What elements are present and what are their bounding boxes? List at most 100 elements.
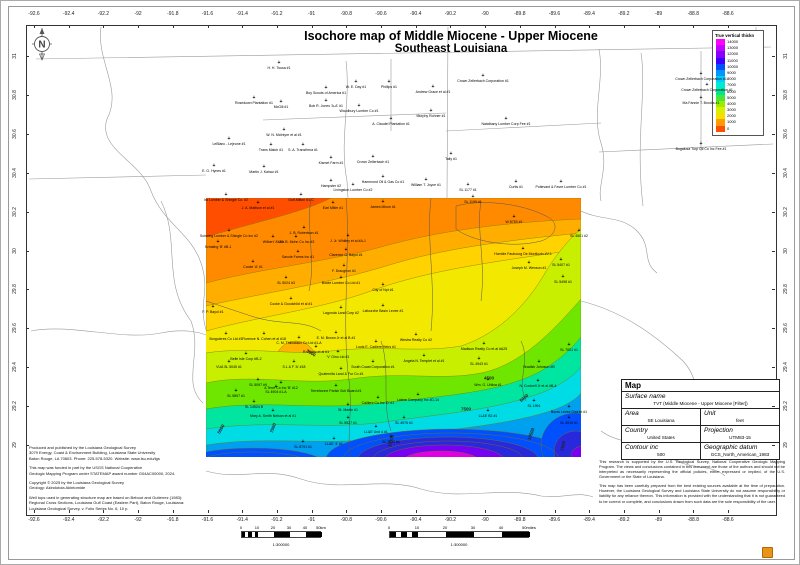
legend-swatch <box>716 82 725 89</box>
axis-label-left: 29.8 <box>12 284 18 295</box>
legend-swatch <box>716 57 725 64</box>
legend-entry: 14000 <box>716 39 763 46</box>
axis-label-top: -91.2 <box>271 11 283 17</box>
axis-label-top: -91.6 <box>201 11 214 17</box>
scale-tick-label: 50miles <box>522 525 536 530</box>
disclaimer-research: This research is supported by the U.S. G… <box>599 459 785 480</box>
legend-value: 6000 <box>727 88 736 94</box>
scale-tick-label: 40 <box>302 525 308 530</box>
credits-copyright: Copyright © 2025 by the Louisiana Geolog… <box>29 479 125 491</box>
legend-entry: 3000 <box>716 107 763 114</box>
scale-bar-block <box>502 532 530 537</box>
contour-inc-label: Contour inc <box>625 444 659 451</box>
credits-funding: This map was funded in part by the USGS … <box>29 465 176 476</box>
axis-tick <box>346 510 348 513</box>
legend-swatch <box>716 100 725 108</box>
legend-swatch <box>716 107 725 114</box>
svg-text:N: N <box>38 40 45 51</box>
axis-label-bottom: -92.4 <box>62 517 75 523</box>
axis-label-left: 31 <box>12 53 18 59</box>
unit-value: feet <box>736 418 744 423</box>
axis-label-bottom: -88.6 <box>722 517 734 523</box>
axis-label-bottom: -90 <box>481 517 489 523</box>
axis-tick <box>658 510 660 513</box>
scale-bar-ticks: 0 10 20 30 40 50km <box>240 525 326 531</box>
sheet-border <box>8 6 795 560</box>
legend-swatch <box>716 88 725 95</box>
scale-bar-ticks: 0 10 20 30 40 50miles <box>388 525 536 531</box>
axis-tick <box>728 25 729 28</box>
scale-bar-block <box>254 532 258 537</box>
axis-tick <box>728 510 729 513</box>
axis-label-top: -90 <box>481 11 489 17</box>
scale-bar-block <box>306 532 322 537</box>
axis-tick <box>623 25 625 28</box>
legend-swatch <box>716 39 725 46</box>
axis-label-bottom: -90.8 <box>340 517 352 523</box>
axis-label-top: -88.8 <box>687 11 699 17</box>
scale-tick-label: 10 <box>254 525 260 530</box>
axis-tick <box>34 25 35 28</box>
axis-tick <box>26 328 29 330</box>
axis-label-top: -88.6 <box>722 11 734 17</box>
axis-label-bottom: -89.4 <box>583 517 595 523</box>
map-info-box: Map Surface name TVT (Middle Miocene - U… <box>621 379 780 460</box>
axis-label-left: 29 <box>12 442 18 448</box>
page-title: Isochore map of Middle Miocene - Upper M… <box>221 29 681 55</box>
legend-swatch <box>716 45 725 52</box>
axis-tick <box>772 289 775 291</box>
axis-label-bottom: -91.2 <box>271 517 283 523</box>
scale-tick-label: 20 <box>442 525 448 530</box>
axis-label-bottom: -92.2 <box>97 517 110 523</box>
axis-tick <box>554 510 556 513</box>
datum-value: GCS_North_American_1983 <box>710 452 770 457</box>
axis-tick <box>589 510 591 513</box>
unit-label: Unit <box>704 410 716 417</box>
axis-tick <box>772 328 775 330</box>
axis-tick <box>26 211 29 213</box>
legend-swatch <box>716 125 725 132</box>
axis-label-top: -90.8 <box>340 11 352 17</box>
axis-label-right: 30.6 <box>783 128 789 139</box>
legend-swatch <box>716 76 725 83</box>
axis-tick <box>26 406 29 408</box>
axis-tick <box>450 510 452 513</box>
axis-tick <box>693 510 695 513</box>
legend-value: 10000 <box>727 63 739 69</box>
axis-tick <box>26 445 29 446</box>
axis-label-top: -90.2 <box>444 11 457 17</box>
axis-tick <box>772 211 775 213</box>
axis-label-bottom: -90.2 <box>444 517 457 523</box>
axis-label-right: 29.2 <box>783 401 789 411</box>
axis-label-left: 29.6 <box>12 323 18 334</box>
credits-publisher: Produced and published by the Louisiana … <box>29 445 160 461</box>
legend-value: 13000 <box>727 45 739 51</box>
axis-label-right: 29.6 <box>783 323 789 334</box>
legend-title: True vertical thickn <box>715 33 755 38</box>
scale-tick-label: 30 <box>286 525 292 530</box>
legend-value: 0 <box>727 125 730 131</box>
axis-tick <box>415 510 417 513</box>
legend-swatch <box>716 63 725 70</box>
axis-label-bottom: -89.8 <box>514 517 526 523</box>
scale-bar-block <box>248 532 252 537</box>
area-value: SE Louisiana <box>647 418 675 423</box>
axis-label-top: -90.4 <box>409 11 422 17</box>
legend-entry: 13000 <box>716 45 763 52</box>
axis-label-left: 30.8 <box>12 90 18 100</box>
axis-label-right: 30.8 <box>783 90 789 100</box>
title-line-1: Isochore map of Middle Miocene - Upper M… <box>304 29 598 43</box>
axis-tick <box>519 25 521 28</box>
legend-value: 14000 <box>727 39 739 44</box>
axis-tick <box>589 25 591 28</box>
axis-tick <box>772 445 775 446</box>
axis-label-bottom: -89.2 <box>618 517 630 523</box>
axis-tick <box>138 25 140 28</box>
axis-tick <box>772 250 775 252</box>
axis-tick <box>34 510 35 513</box>
axis-tick <box>26 367 29 369</box>
disclaimer-block: This research is supported by the U.S. G… <box>599 459 785 508</box>
axis-label-top: -89.4 <box>583 11 595 17</box>
